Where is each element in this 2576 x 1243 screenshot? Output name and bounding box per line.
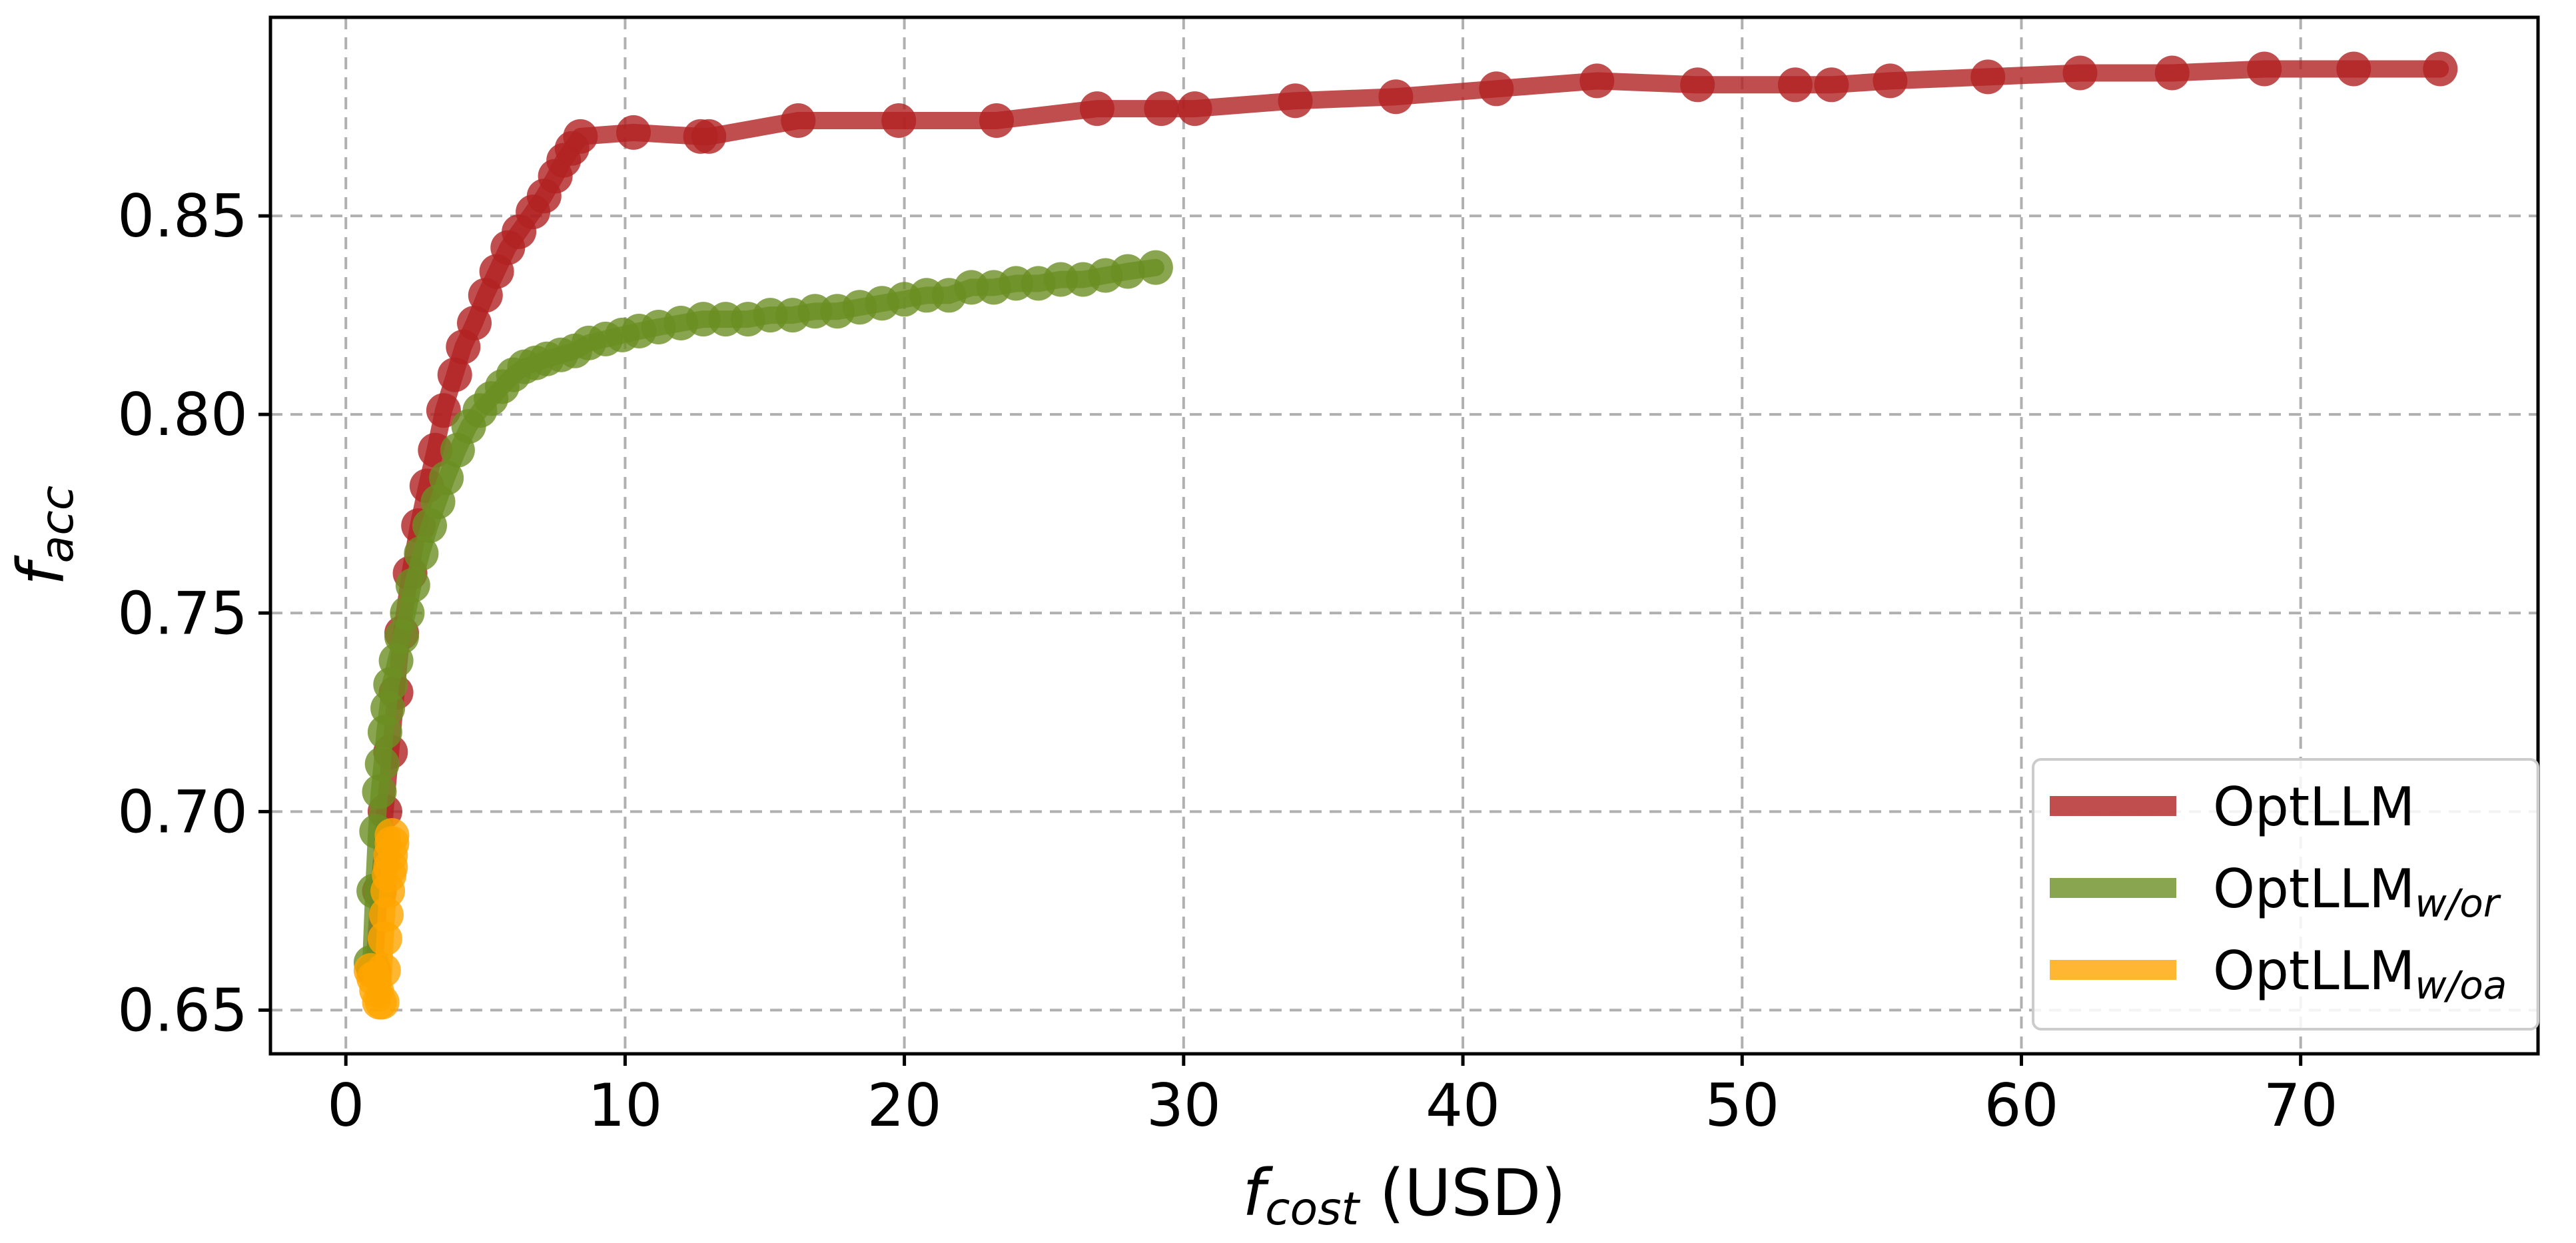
- data-point: [1579, 63, 1615, 99]
- data-point: [2154, 55, 2190, 91]
- data-point: [1814, 67, 1849, 103]
- data-point: [1138, 250, 1173, 285]
- legend-label-main: OptLLM: [2213, 858, 2415, 920]
- legend-label-main: OptLLM: [2213, 776, 2415, 838]
- data-point: [374, 818, 410, 853]
- data-point: [1680, 67, 1715, 103]
- y-axis-label: facc: [4, 486, 84, 586]
- data-point: [1777, 67, 1813, 103]
- data-point: [366, 953, 401, 988]
- data-point: [437, 357, 472, 392]
- data-point: [616, 115, 651, 150]
- data-point: [2336, 51, 2371, 87]
- y-tick-label: 0.80: [117, 380, 248, 449]
- data-point: [781, 103, 816, 138]
- legend-label: OptLLMw/oa: [2213, 940, 2507, 1008]
- data-point: [1970, 59, 2006, 95]
- legend-label: OptLLMw/or: [2213, 858, 2501, 926]
- data-point: [1144, 91, 1179, 127]
- data-point: [390, 596, 425, 631]
- legend-label-sub: w/or: [2415, 881, 2501, 926]
- x-axis-label-sub: cost: [1265, 1183, 1360, 1236]
- data-point: [404, 536, 439, 571]
- x-tick-label: 0: [327, 1071, 364, 1140]
- legend-label-main: OptLLM: [2213, 940, 2415, 1002]
- x-tick-label: 20: [867, 1071, 942, 1140]
- series-3: [353, 818, 410, 1020]
- series-2: [353, 250, 1173, 980]
- data-point: [2247, 51, 2282, 87]
- y-tick-label: 0.65: [117, 976, 248, 1044]
- data-point: [429, 460, 464, 496]
- data-point: [1177, 91, 1212, 127]
- data-point: [979, 103, 1014, 138]
- x-tick-label: 40: [1426, 1071, 1500, 1140]
- legend-label-sub: w/oa: [2415, 963, 2507, 1008]
- x-tick-label: 30: [1146, 1071, 1221, 1140]
- data-point: [364, 746, 400, 781]
- data-point: [1479, 71, 1514, 107]
- data-point: [881, 103, 917, 138]
- plot-frame: [268, 15, 2540, 1056]
- y-axis-label-sub: acc: [31, 486, 84, 563]
- data-point: [457, 306, 492, 340]
- x-tick-label: 50: [1705, 1071, 1779, 1140]
- data-point: [691, 119, 727, 154]
- data-point: [1378, 79, 1414, 115]
- data-point: [364, 985, 400, 1020]
- data-point: [362, 774, 397, 809]
- tick-layer: 0 10 20 30 40 50 60 70 0.65 0.70 0.75 0.80 0.85: [117, 182, 2338, 1140]
- data-point: [1278, 83, 1313, 119]
- x-tick-label: 10: [588, 1071, 662, 1140]
- x-axis-label: fcost (USD): [1242, 1156, 1565, 1236]
- data-point: [563, 119, 598, 154]
- x-tick-label: 70: [2264, 1071, 2338, 1140]
- y-tick-label: 0.85: [117, 182, 248, 250]
- data-point: [2062, 55, 2098, 91]
- x-tick-label: 60: [1984, 1071, 2058, 1140]
- x-axis-label-suffix: (USD): [1359, 1156, 1566, 1230]
- series-layer: [353, 51, 2458, 1020]
- y-tick-label: 0.75: [117, 579, 248, 647]
- data-point: [395, 568, 430, 603]
- data-point: [1079, 91, 1114, 127]
- y-tick-label: 0.70: [117, 777, 248, 846]
- data-point: [1873, 63, 1908, 99]
- legend-label: OptLLM: [2213, 776, 2415, 838]
- data-point: [2423, 51, 2458, 87]
- data-point: [426, 393, 461, 428]
- data-point: [1110, 254, 1145, 289]
